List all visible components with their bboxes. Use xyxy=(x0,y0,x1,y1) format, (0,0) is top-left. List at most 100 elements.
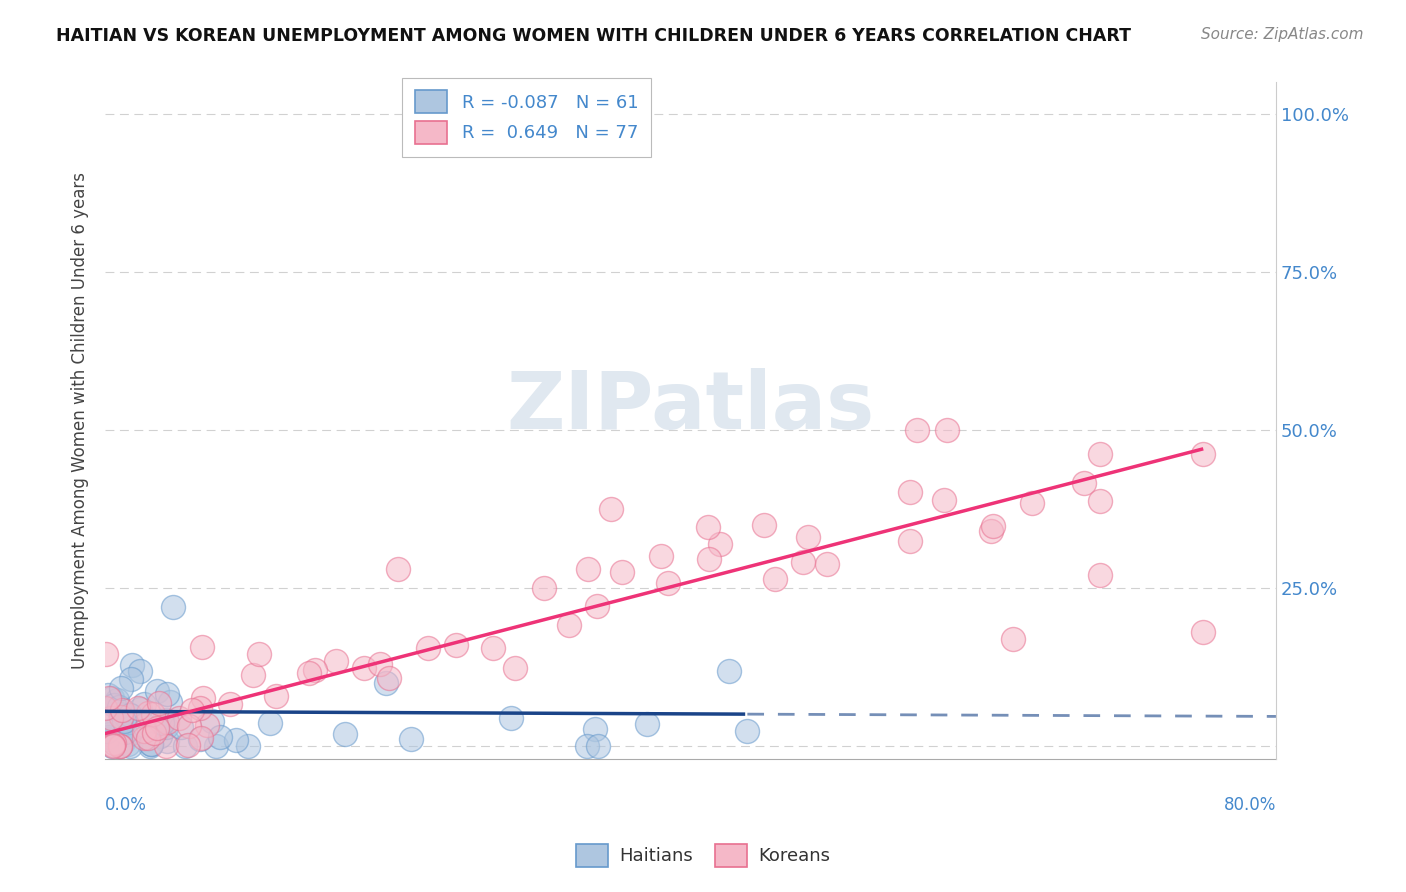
Point xyxy=(97,688,120,702)
Point xyxy=(114,725,136,739)
Point xyxy=(103,736,125,750)
Point xyxy=(259,715,281,730)
Point xyxy=(110,726,132,740)
Point xyxy=(142,707,165,722)
Point xyxy=(155,720,177,734)
Point xyxy=(416,640,439,655)
Point xyxy=(155,739,177,753)
Point xyxy=(600,501,623,516)
Point xyxy=(97,712,120,726)
Point xyxy=(129,664,152,678)
Point xyxy=(94,701,117,715)
Point xyxy=(101,690,124,705)
Point xyxy=(155,713,177,727)
Point xyxy=(110,710,132,724)
Point xyxy=(1001,632,1024,646)
Point xyxy=(1090,568,1112,582)
Point xyxy=(325,654,347,668)
Point xyxy=(264,690,287,704)
Point xyxy=(128,722,150,736)
Point xyxy=(101,739,124,753)
Point xyxy=(156,687,179,701)
Point xyxy=(242,668,264,682)
Point xyxy=(792,555,814,569)
Point xyxy=(934,492,956,507)
Point xyxy=(195,717,218,731)
Point xyxy=(128,702,150,716)
Point xyxy=(97,730,120,744)
Point xyxy=(815,558,838,572)
Point xyxy=(501,711,523,725)
Point xyxy=(110,739,132,753)
Point xyxy=(444,638,467,652)
Point xyxy=(156,734,179,748)
Point xyxy=(121,657,143,672)
Point xyxy=(907,423,929,437)
Point xyxy=(709,537,731,551)
Point xyxy=(1021,496,1043,510)
Point xyxy=(387,562,409,576)
Point xyxy=(935,423,957,437)
Legend: Haitians, Koreans: Haitians, Koreans xyxy=(569,837,837,874)
Point xyxy=(188,700,211,714)
Point xyxy=(238,739,260,753)
Point xyxy=(127,701,149,715)
Point xyxy=(1191,447,1213,461)
Point xyxy=(610,566,633,580)
Point xyxy=(103,698,125,712)
Point xyxy=(118,727,141,741)
Point xyxy=(110,739,132,753)
Point xyxy=(576,562,599,576)
Point xyxy=(333,727,356,741)
Point xyxy=(148,722,170,736)
Point xyxy=(139,739,162,753)
Point xyxy=(636,717,658,731)
Point xyxy=(247,647,270,661)
Point xyxy=(399,732,422,747)
Point xyxy=(204,739,226,753)
Point xyxy=(112,714,135,728)
Point xyxy=(110,739,132,753)
Point xyxy=(190,640,212,654)
Text: HAITIAN VS KOREAN UNEMPLOYMENT AMONG WOMEN WITH CHILDREN UNDER 6 YEARS CORRELATI: HAITIAN VS KOREAN UNEMPLOYMENT AMONG WOM… xyxy=(56,27,1132,45)
Point xyxy=(304,663,326,677)
Point xyxy=(796,531,818,545)
Point xyxy=(117,737,139,751)
Y-axis label: Unemployment Among Women with Children Under 6 years: Unemployment Among Women with Children U… xyxy=(72,172,89,669)
Point xyxy=(173,739,195,753)
Point xyxy=(190,731,212,746)
Point xyxy=(188,732,211,747)
Point xyxy=(586,599,609,613)
Point xyxy=(139,737,162,751)
Point xyxy=(110,681,132,696)
Point xyxy=(143,726,166,740)
Point xyxy=(98,726,121,740)
Point xyxy=(657,576,679,591)
Point xyxy=(353,661,375,675)
Point xyxy=(146,684,169,698)
Point xyxy=(735,723,758,738)
Point xyxy=(697,520,720,534)
Point xyxy=(132,718,155,732)
Point xyxy=(111,703,134,717)
Legend: R = -0.087   N = 61, R =  0.649   N = 77: R = -0.087 N = 61, R = 0.649 N = 77 xyxy=(402,78,651,157)
Point xyxy=(763,572,786,586)
Point xyxy=(1191,625,1213,640)
Point xyxy=(96,648,118,662)
Point xyxy=(167,711,190,725)
Point xyxy=(374,675,396,690)
Point xyxy=(105,693,128,707)
Point xyxy=(111,734,134,748)
Point xyxy=(503,660,526,674)
Point xyxy=(650,549,672,564)
Point xyxy=(150,715,173,730)
Point xyxy=(193,691,215,706)
Point xyxy=(898,533,921,548)
Point xyxy=(1090,447,1112,461)
Point xyxy=(120,672,142,686)
Point xyxy=(586,739,609,753)
Point xyxy=(134,697,156,711)
Point xyxy=(139,738,162,752)
Point xyxy=(101,738,124,752)
Point xyxy=(201,714,224,729)
